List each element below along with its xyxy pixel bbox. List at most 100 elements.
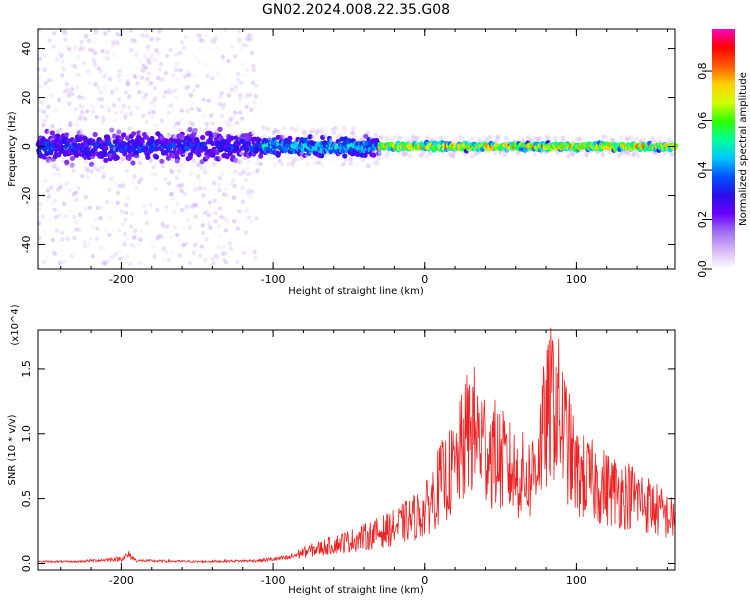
- spectrogram-cell: [273, 162, 278, 167]
- spectrogram-cell: [216, 224, 222, 229]
- spectrogram-cell: [235, 77, 241, 82]
- spectrogram-cell: [77, 212, 83, 218]
- spectrogram-cell: [223, 260, 229, 265]
- spectrogram-cell: [36, 27, 42, 33]
- spectrogram-cell: [233, 169, 238, 174]
- spectrogram-cell: [342, 153, 348, 159]
- spectrogram-cell: [204, 33, 210, 38]
- spectrogram-cell: [177, 253, 182, 258]
- spectrogram-cell: [342, 125, 347, 130]
- spectrogram-cell: [204, 121, 209, 127]
- spectrogram-cell: [48, 185, 54, 190]
- spectrogram-cell: [328, 158, 333, 163]
- spectrogram-cell: [86, 38, 92, 43]
- spectrogram-cell: [87, 205, 92, 210]
- colorbar: 0.0 0.2 0.4 0.6 0.8 Normalized spectral ampl…: [696, 29, 749, 278]
- spectrogram-cell: [360, 157, 366, 163]
- spectrogram-cell: [103, 145, 109, 151]
- spectrogram-cell: [69, 86, 75, 92]
- spectrogram-cell: [202, 257, 208, 263]
- spectrogram-cell: [153, 187, 158, 192]
- spectrogram-cell: [107, 187, 112, 192]
- spectrogram-cell: [163, 90, 169, 95]
- spectrogram-cell: [223, 27, 228, 32]
- spectrogram-cell: [557, 134, 562, 139]
- spectrogram-cell: [144, 33, 150, 39]
- spectrogram-cell: [246, 159, 252, 164]
- spectrogram-cell: [348, 161, 354, 166]
- spectrogram-cell: [101, 108, 107, 113]
- spectrogram-cell: [190, 122, 195, 127]
- spectrogram-cell: [90, 138, 96, 144]
- spectrogram-cell: [79, 128, 85, 133]
- spectrogram-cell: [150, 114, 155, 119]
- spectrogram-cell: [207, 169, 212, 174]
- spectrogram-cell: [208, 113, 214, 118]
- spectrogram-cell: [83, 194, 88, 200]
- spectrogram-cell: [261, 125, 266, 130]
- spectrogram-cell: [560, 135, 566, 140]
- spectrogram-cell: [352, 134, 358, 139]
- spectrogram-cell: [373, 132, 379, 138]
- spectrogram-cell: [183, 74, 188, 79]
- spectrogram-cell: [81, 60, 87, 65]
- spectrogram-cell: [124, 203, 129, 208]
- spectrogram-cell: [173, 67, 179, 73]
- spectrogram-cell: [226, 59, 231, 64]
- spectrogram-cell: [59, 230, 65, 236]
- spectrogram-cell: [168, 47, 173, 53]
- spectrogram-cell: [56, 213, 62, 218]
- spectrogram-cell: [92, 131, 98, 138]
- spectrogram-cell: [46, 86, 52, 92]
- spectrogram-cell: [182, 192, 188, 197]
- spectrogram-cell: [508, 137, 513, 142]
- spectrogram-cell: [235, 259, 240, 264]
- spectrogram-cell: [122, 231, 127, 237]
- spectrogram-cell: [137, 260, 143, 266]
- spectrogram-cell: [148, 80, 154, 86]
- spectrogram-cell: [205, 73, 210, 78]
- spectrogram-cell: [197, 185, 203, 191]
- spectrogram-cell: [184, 145, 190, 151]
- spectrogram-cell: [249, 50, 255, 56]
- spectrogram-cell: [74, 197, 79, 202]
- spectrogram-cell: [135, 105, 140, 111]
- spectrogram-cell: [200, 223, 206, 228]
- spectrogram-cell: [190, 221, 195, 226]
- spectrogram-cell: [235, 141, 241, 147]
- spectrogram-cell: [217, 187, 222, 193]
- spectrogram-cell: [100, 97, 105, 102]
- spectrogram-cell: [351, 126, 356, 131]
- spectrogram-cell: [217, 96, 223, 101]
- spectrogram-cell: [240, 62, 246, 67]
- spectrogram-cell: [487, 137, 492, 142]
- spectrogram-cell: [248, 218, 254, 224]
- spectrogram-cell: [40, 214, 45, 219]
- spectrogram-cell: [197, 126, 203, 132]
- colorbar-tick-label: 0.2: [696, 211, 709, 229]
- spectrogram-cell: [36, 75, 42, 80]
- spectrogram-frame: [37, 28, 676, 270]
- spectrogram-cell: [600, 153, 606, 158]
- spectrogram-cell: [126, 82, 131, 87]
- spectrogram-cell: [65, 236, 70, 242]
- spectrogram-cell: [204, 237, 209, 242]
- spectrogram-cell: [469, 136, 474, 141]
- spectrogram-cell: [477, 150, 482, 155]
- spectrogram-cell: [227, 94, 232, 99]
- spectrogram-cell: [249, 35, 254, 40]
- spectrogram-cell: [121, 132, 127, 138]
- spectrogram-cell: [224, 154, 230, 160]
- spectrogram-cell: [98, 245, 104, 251]
- spectrogram-cell: [188, 171, 194, 176]
- spectrogram-cell: [82, 244, 88, 249]
- spectrogram-cell: [173, 95, 179, 100]
- spectrogram-cell: [295, 157, 300, 162]
- spectrogram-cell: [232, 218, 237, 224]
- spectrogram-cell: [45, 198, 50, 203]
- spectrogram-cell: [121, 183, 126, 188]
- spectrogram-cell: [153, 96, 158, 101]
- spectrogram-cell: [577, 136, 582, 142]
- spectrogram-cell: [248, 171, 254, 176]
